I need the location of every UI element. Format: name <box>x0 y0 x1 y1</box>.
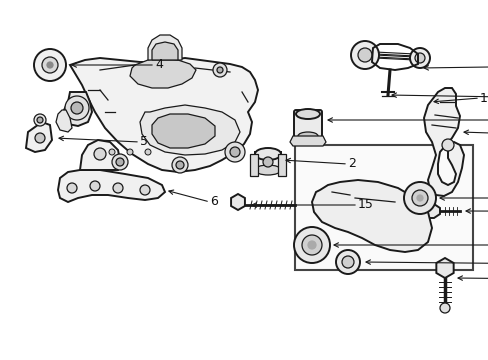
Circle shape <box>217 67 223 73</box>
Circle shape <box>112 154 128 170</box>
Polygon shape <box>148 35 182 60</box>
Text: 1: 1 <box>479 91 487 104</box>
Circle shape <box>37 117 43 123</box>
Polygon shape <box>56 110 72 132</box>
Circle shape <box>403 182 435 214</box>
Bar <box>294 145 472 270</box>
Circle shape <box>47 62 53 68</box>
Ellipse shape <box>297 132 317 140</box>
Bar <box>249 154 258 176</box>
Polygon shape <box>231 194 244 210</box>
Polygon shape <box>152 114 215 148</box>
Circle shape <box>416 195 422 201</box>
Circle shape <box>213 63 226 77</box>
Circle shape <box>414 53 424 63</box>
Circle shape <box>65 96 89 120</box>
Circle shape <box>341 256 353 268</box>
Polygon shape <box>289 136 325 146</box>
Circle shape <box>263 157 272 167</box>
Polygon shape <box>26 122 52 152</box>
Circle shape <box>439 303 449 313</box>
Circle shape <box>140 185 150 195</box>
Circle shape <box>42 57 58 73</box>
Ellipse shape <box>254 165 281 175</box>
FancyBboxPatch shape <box>293 110 321 142</box>
Polygon shape <box>58 170 164 202</box>
Circle shape <box>71 102 83 114</box>
Polygon shape <box>70 58 258 172</box>
Polygon shape <box>435 258 453 278</box>
Circle shape <box>441 139 453 151</box>
Circle shape <box>172 157 187 173</box>
Circle shape <box>409 48 429 68</box>
Text: 4: 4 <box>155 58 163 72</box>
Text: 15: 15 <box>357 198 373 211</box>
Circle shape <box>34 49 66 81</box>
Circle shape <box>307 241 315 249</box>
Circle shape <box>145 149 151 155</box>
Bar <box>254 152 281 170</box>
Text: 2: 2 <box>347 157 355 171</box>
Circle shape <box>127 149 133 155</box>
Circle shape <box>350 41 378 69</box>
Polygon shape <box>423 88 463 196</box>
Bar <box>278 154 285 176</box>
Circle shape <box>293 227 329 263</box>
Text: 6: 6 <box>209 195 218 208</box>
Polygon shape <box>80 140 120 170</box>
Polygon shape <box>152 42 178 60</box>
Ellipse shape <box>254 148 281 160</box>
Polygon shape <box>311 180 431 252</box>
Circle shape <box>357 48 371 62</box>
Circle shape <box>224 142 244 162</box>
Text: 5: 5 <box>140 135 148 148</box>
Circle shape <box>302 235 321 255</box>
Circle shape <box>34 114 46 126</box>
Circle shape <box>116 158 124 166</box>
Circle shape <box>94 148 106 160</box>
Circle shape <box>113 183 123 193</box>
Polygon shape <box>130 58 196 88</box>
Circle shape <box>67 183 77 193</box>
Circle shape <box>90 181 100 191</box>
Circle shape <box>229 147 240 157</box>
Circle shape <box>35 133 45 143</box>
Polygon shape <box>140 105 240 155</box>
Circle shape <box>109 149 115 155</box>
Circle shape <box>411 190 427 206</box>
Polygon shape <box>62 92 92 126</box>
Circle shape <box>176 161 183 169</box>
Circle shape <box>335 250 359 274</box>
Polygon shape <box>417 204 439 218</box>
Ellipse shape <box>295 109 319 119</box>
